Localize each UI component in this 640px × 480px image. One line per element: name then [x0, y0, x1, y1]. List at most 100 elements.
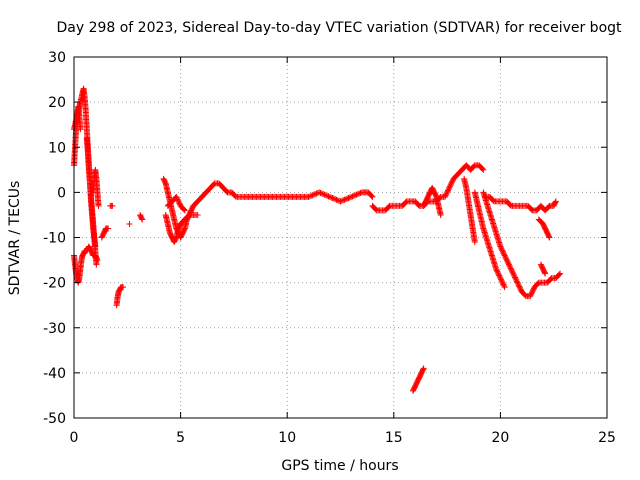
data-point-marker	[126, 220, 133, 227]
data-point-marker	[505, 260, 512, 267]
data-point-marker	[515, 280, 522, 287]
data-point-marker	[324, 192, 331, 199]
data-point-marker	[174, 196, 181, 203]
data-point-marker	[330, 195, 337, 202]
data-point-marker	[313, 190, 320, 197]
x-tick-label: 5	[176, 430, 185, 446]
data-point-marker	[95, 202, 102, 209]
data-point-marker	[346, 194, 353, 201]
data-point-marker	[448, 180, 455, 187]
data-point-marker	[341, 196, 348, 203]
data-point-marker	[510, 270, 517, 277]
data-point-marker	[516, 283, 523, 290]
data-point-marker	[447, 182, 454, 189]
data-point-marker	[443, 190, 450, 197]
data-point-marker	[420, 365, 427, 372]
data-point-marker	[502, 255, 509, 262]
data-point-marker	[93, 261, 100, 268]
chart-title: Day 298 of 2023, Sidereal Day-to-day VTE…	[56, 20, 622, 36]
data-point-marker	[332, 196, 339, 203]
data-point-marker	[517, 286, 524, 293]
data-point-marker	[528, 290, 535, 297]
data-point-marker	[338, 197, 345, 204]
data-point-marker	[500, 249, 507, 256]
data-point-marker	[356, 190, 363, 197]
data-point-marker	[333, 196, 340, 203]
data-point-marker	[138, 215, 145, 222]
data-point-marker	[322, 192, 329, 199]
axis-ticks	[73, 56, 608, 419]
data-point-marker	[120, 284, 127, 291]
y-axis-title: SDTVAR / TECUs	[7, 181, 23, 296]
data-point-marker	[508, 268, 515, 275]
data-point-marker	[306, 193, 313, 200]
data-point-marker	[511, 273, 518, 280]
data-point-marker	[480, 166, 487, 173]
data-point-marker	[512, 275, 519, 282]
data-point-marker	[529, 289, 536, 296]
data-point-marker	[181, 207, 188, 214]
data-point-marker	[312, 191, 319, 198]
data-point-marker	[326, 193, 333, 200]
data-point-marker	[305, 193, 312, 200]
data-point-marker	[498, 277, 505, 284]
data-point-marker	[321, 191, 328, 198]
data-point-marker	[348, 193, 355, 200]
y-tick-label: 30	[48, 50, 66, 66]
data-point-marker	[508, 266, 515, 273]
data-point-marker	[527, 293, 534, 300]
data-point-marker	[497, 275, 504, 282]
data-point-marker	[529, 288, 536, 295]
data-point-marker	[442, 192, 449, 199]
data-point-marker	[513, 277, 520, 284]
data-point-marker	[420, 366, 427, 373]
data-point-marker	[506, 262, 513, 269]
data-point-marker	[501, 251, 508, 258]
y-tick-labels: -50 -40 -30 -20 -10 0 10 20 30	[43, 50, 66, 427]
data-point-marker	[498, 244, 505, 251]
x-tick-label: 15	[385, 430, 403, 446]
data-point-marker	[527, 291, 534, 298]
data-point-marker	[77, 126, 84, 133]
data-point-marker	[328, 194, 335, 201]
data-point-marker	[318, 190, 325, 197]
data-point-marker	[368, 192, 375, 199]
data-point-marker	[173, 193, 180, 200]
data-point-marker	[501, 282, 508, 289]
data-point-marker	[495, 271, 502, 278]
data-point-marker	[507, 264, 514, 271]
x-tick-labels: 0 5 10 15 20 25	[70, 430, 616, 446]
x-axis-title: GPS time / hours	[281, 458, 398, 474]
data-point-marker	[329, 195, 336, 202]
data-point-marker	[175, 199, 182, 206]
data-point-marker	[552, 199, 559, 206]
data-point-marker	[181, 206, 188, 213]
data-point-marker	[445, 186, 452, 193]
y-tick-label: -20	[43, 276, 66, 292]
data-point-marker	[504, 257, 511, 264]
data-point-marker	[498, 276, 505, 283]
x-tick-label: 20	[491, 430, 509, 446]
data-point-marker	[340, 197, 347, 204]
data-point-marker	[344, 195, 351, 202]
data-point-marker	[446, 184, 453, 191]
data-point-marker	[501, 252, 508, 259]
data-point-marker	[353, 191, 360, 198]
data-point-marker	[441, 193, 448, 200]
data-point-marker	[334, 197, 341, 204]
grid-lines	[74, 57, 607, 418]
data-point-marker	[437, 211, 444, 218]
data-point-marker	[493, 266, 500, 273]
data-point-marker	[176, 200, 183, 207]
data-point-marker	[494, 268, 501, 275]
data-point-marker	[498, 246, 505, 253]
data-point-marker	[504, 258, 511, 265]
data-point-marker	[514, 279, 521, 286]
data-point-marker	[552, 198, 559, 205]
data-point-marker	[354, 191, 361, 198]
data-point-marker	[352, 192, 359, 199]
y-tick-label: -40	[43, 366, 66, 382]
data-point-marker	[496, 273, 503, 280]
data-point-marker	[509, 269, 516, 276]
data-point-marker	[445, 187, 452, 194]
